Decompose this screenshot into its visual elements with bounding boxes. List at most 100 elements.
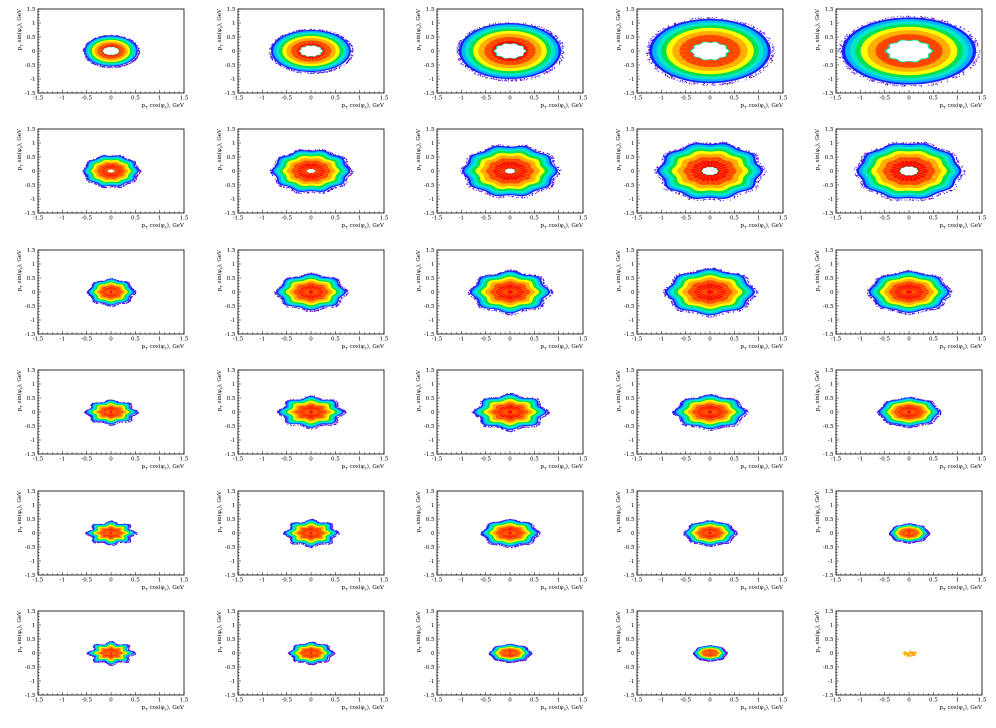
x-tick-label: -0.5 (281, 96, 292, 102)
edge-point (975, 38, 976, 39)
y-tick-label: -1.5 (624, 211, 635, 217)
x-tick-label: 1.5 (978, 96, 987, 102)
edge-point (649, 57, 650, 58)
edge-point (460, 43, 461, 44)
edge-point (714, 200, 715, 201)
edge-point (466, 159, 467, 160)
edge-point (769, 59, 770, 60)
edge-point (864, 154, 865, 155)
edge-point (543, 280, 544, 281)
edge-point (297, 72, 298, 73)
edge-point (314, 192, 315, 193)
edge-point (278, 64, 279, 65)
edge-point (543, 73, 544, 74)
edge-point (531, 147, 532, 148)
edge-point (662, 183, 663, 184)
edge-point (525, 23, 526, 24)
edge-point (841, 46, 842, 47)
x-tick-label: 1 (956, 96, 960, 102)
edge-point (746, 77, 747, 78)
edge-point (956, 159, 957, 160)
edge-point (680, 80, 681, 81)
edge-point (973, 41, 974, 42)
edge-point (350, 168, 351, 169)
edge-point (672, 77, 673, 78)
edge-point (511, 270, 512, 271)
edge-point (109, 67, 110, 68)
edge-point (768, 40, 769, 41)
x-tick-label: -0.5 (680, 96, 691, 102)
edge-point (750, 299, 751, 300)
edge-point (326, 71, 327, 72)
edge-point (973, 65, 974, 66)
edge-point (138, 53, 139, 54)
edge-point (307, 311, 308, 312)
x-tick-label: 1.5 (978, 216, 987, 222)
edge-point (554, 165, 555, 166)
edge-point (752, 297, 753, 298)
x-tick-label: 0 (508, 96, 512, 102)
edge-point (959, 179, 960, 180)
edge-point (693, 82, 694, 83)
edge-point (338, 155, 339, 156)
edge-point (704, 85, 705, 86)
edge-point (712, 84, 713, 85)
edge-point (743, 23, 744, 24)
edge-point (763, 33, 764, 34)
edge-point (738, 273, 739, 274)
edge-point (686, 82, 687, 83)
edge-point (510, 269, 511, 270)
edge-point (86, 58, 87, 59)
edge-point (674, 150, 675, 151)
edge-point (679, 192, 680, 193)
edge-point (677, 80, 678, 81)
edge-point (648, 47, 649, 48)
edge-point (492, 310, 493, 311)
x-axis-title: pT cos(φs), GeV (741, 222, 785, 230)
edge-point (745, 307, 746, 308)
x-tick-label: 1 (158, 96, 162, 102)
edge-point (276, 180, 277, 181)
edge-point (461, 40, 462, 41)
edge-point (348, 60, 349, 61)
edge-point (477, 301, 478, 302)
edge-point (537, 26, 538, 27)
edge-point (475, 29, 476, 30)
x-tick-label: 0 (708, 96, 712, 102)
edge-point (137, 57, 138, 58)
edge-point (958, 181, 959, 182)
x-tick-label: 1 (557, 337, 561, 343)
edge-point (863, 187, 864, 188)
edge-point (342, 286, 343, 287)
edge-point (855, 175, 856, 176)
y-tick-label: -1 (429, 197, 434, 203)
edge-point (539, 276, 540, 277)
edge-point (346, 179, 347, 180)
edge-point (739, 148, 740, 149)
edge-point (139, 173, 140, 174)
edge-point (963, 171, 964, 172)
x-tick-label: 1.5 (579, 96, 588, 102)
edge-point (908, 16, 909, 17)
x-tick-label: 0.5 (730, 216, 739, 222)
edge-point (487, 193, 488, 194)
edge-point (508, 196, 509, 197)
edge-point (854, 74, 855, 75)
edge-point (554, 68, 555, 69)
edge-point (896, 199, 897, 200)
edge-point (944, 21, 945, 22)
edge-point (970, 34, 971, 35)
edge-point (551, 155, 552, 156)
edge-point (270, 169, 271, 170)
edge-point (271, 170, 272, 171)
edge-point (138, 50, 139, 51)
edge-point (540, 151, 541, 152)
edge-point (130, 285, 131, 286)
edge-point (541, 27, 542, 28)
x-tick-label: 0 (109, 216, 113, 222)
edge-point (975, 40, 976, 41)
edge-point (512, 314, 513, 315)
edge-point (947, 81, 948, 82)
edge-point (684, 21, 685, 22)
